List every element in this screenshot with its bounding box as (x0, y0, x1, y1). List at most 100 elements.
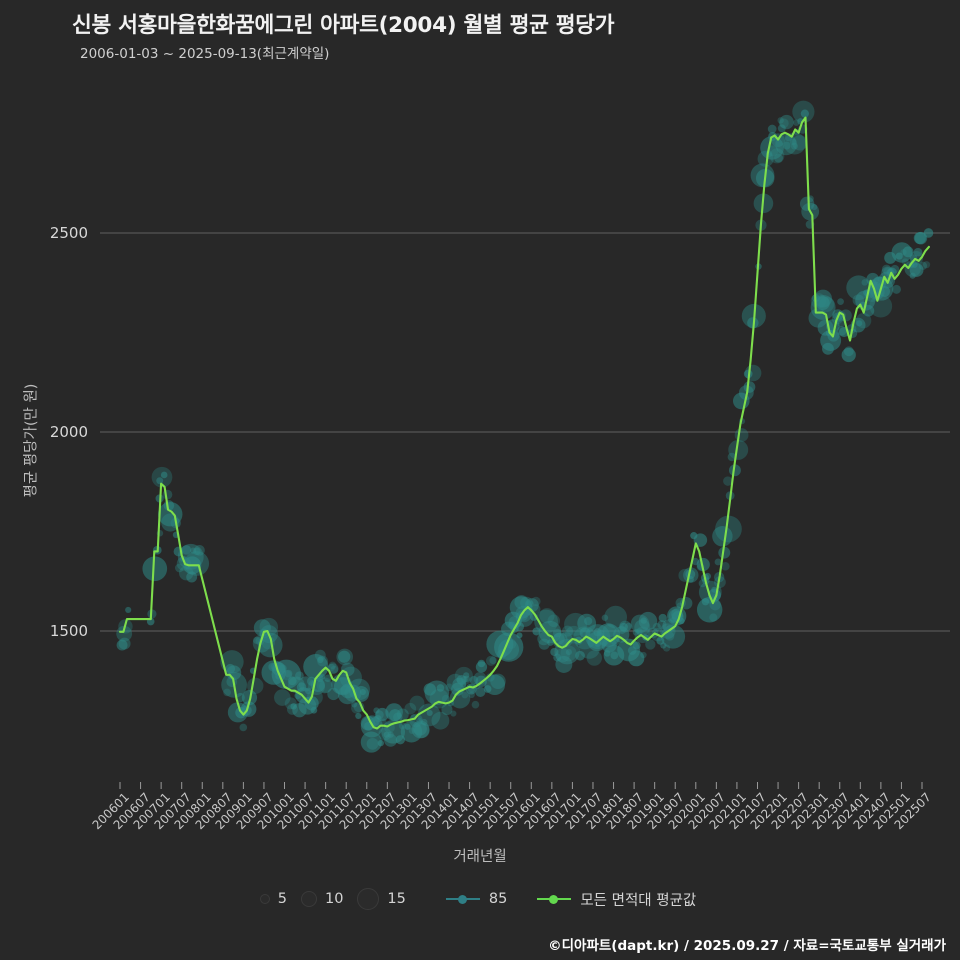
series-line-average (118, 116, 930, 730)
data-bubble (799, 196, 815, 212)
data-bubble (861, 279, 868, 286)
data-bubble (815, 296, 830, 311)
data-bubble (769, 148, 785, 164)
data-bubble (750, 163, 775, 188)
data-bubble (531, 596, 541, 607)
data-bubble (734, 428, 749, 442)
data-bubble (162, 489, 173, 500)
data-bubble (247, 677, 264, 695)
data-bubble (484, 674, 506, 696)
legend-line-icon (537, 893, 572, 905)
legend-size-label: 5 (277, 891, 287, 907)
data-bubble (715, 515, 742, 543)
data-bubble (836, 325, 847, 336)
data-bubble (909, 263, 924, 277)
data-bubble (743, 381, 756, 393)
data-bubble (554, 639, 580, 665)
data-bubble (619, 620, 632, 633)
data-bubble (359, 688, 366, 696)
data-bubble (304, 687, 312, 695)
data-bubble (602, 624, 616, 638)
data-bubble (319, 679, 333, 693)
data-bubble (767, 145, 779, 157)
data-bubble (274, 689, 291, 706)
footer-credit: ©디아파트(dapt.kr) / 2025.09.27 / 자료=국토교통부 실… (548, 938, 946, 954)
data-bubble (532, 627, 541, 636)
data-bubble (252, 634, 271, 653)
data-bubble (239, 723, 248, 732)
data-bubble (779, 114, 794, 130)
data-bubble (782, 141, 791, 150)
data-bubble (843, 346, 854, 357)
legend-bubble-icon (259, 894, 270, 904)
legend-series-item[interactable]: 모든 면적대 평균값 (537, 889, 700, 910)
data-bubble (555, 647, 570, 663)
data-bubble (892, 284, 901, 294)
data-bubble (125, 606, 132, 613)
data-bubble (783, 132, 806, 155)
data-bubble (575, 650, 585, 661)
data-bubble (477, 659, 486, 668)
data-bubble (661, 624, 686, 649)
data-bubble (526, 600, 534, 608)
data-bubble (471, 700, 480, 709)
data-bubble (792, 135, 808, 151)
data-bubble (547, 639, 554, 646)
data-bubble (411, 720, 430, 739)
data-bubble (837, 298, 844, 305)
data-bubble (800, 109, 809, 118)
data-bubble (561, 625, 574, 637)
data-bubble (189, 547, 197, 554)
data-bubble (565, 649, 572, 656)
data-bubble (253, 636, 261, 645)
data-bubble (118, 637, 131, 650)
data-bubble (902, 246, 914, 258)
data-bubble (318, 673, 326, 680)
data-bubble (193, 547, 201, 556)
data-bubble (426, 709, 433, 716)
data-bubble (306, 689, 323, 706)
data-bubble (869, 294, 893, 318)
data-bubble (547, 614, 561, 628)
data-bubble (475, 686, 486, 697)
data-bubble (175, 563, 184, 573)
data-bubble (330, 665, 339, 674)
data-bubble (409, 695, 425, 711)
y-axis-tick-label: 2500 (49, 224, 88, 242)
data-bubble (355, 712, 362, 720)
data-bubble (665, 631, 675, 641)
legend-size-label: 15 (387, 891, 406, 907)
legend-series-item[interactable]: 85 (445, 891, 511, 907)
data-bubble (811, 204, 818, 211)
data-bubble (461, 691, 469, 699)
data-bubble (678, 617, 685, 625)
data-bubble (728, 464, 741, 477)
page-title: 신봉 서홍마을한화꿈에그린 아파트(2004) 월별 평균 평당가 (72, 13, 615, 38)
legend-series-label: 85 (488, 891, 508, 907)
data-bubble (718, 546, 731, 559)
y-axis-title: 평균 평당가(만 원) (23, 383, 40, 498)
data-bubble (396, 708, 409, 721)
data-bubble (223, 688, 231, 697)
data-bubble (658, 613, 667, 623)
legend-line-icon (445, 893, 480, 905)
data-bubble (683, 567, 699, 583)
data-bubble (184, 551, 210, 576)
data-bubble (914, 231, 928, 245)
data-bubble (459, 681, 467, 688)
data-bubble (336, 648, 354, 666)
data-bubble (257, 632, 283, 658)
data-bubble (431, 711, 450, 730)
data-bubble (901, 258, 909, 266)
data-bubble (656, 636, 665, 645)
chart-subtitle: 2006-01-03 ~ 2025-09-13(최근계약일) (80, 46, 330, 62)
legend-size-group: 5 10 15 (259, 888, 420, 910)
data-bubble (116, 639, 128, 651)
data-bubble (463, 675, 471, 683)
data-bubble (777, 117, 784, 124)
data-bubble (601, 614, 609, 621)
data-bubble (351, 701, 358, 708)
data-bubble (693, 533, 708, 547)
data-bubble (728, 439, 749, 460)
data-bubble (839, 309, 852, 322)
